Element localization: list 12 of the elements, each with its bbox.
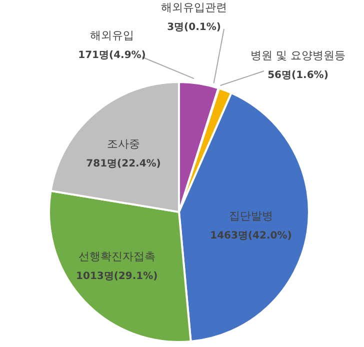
slice-label: 해외유입 bbox=[90, 29, 134, 42]
data-label: 171명(4.9%) bbox=[78, 50, 146, 61]
slice-label: 병원 및 요양병원등 bbox=[250, 49, 346, 62]
slice-label: 집단발병 bbox=[228, 210, 273, 223]
slice-label: 조사중 bbox=[107, 138, 140, 151]
data-label: 56명(1.6%) bbox=[268, 70, 328, 81]
data-label: 781명(22.4%) bbox=[86, 158, 161, 170]
data-label: 3명(0.1%) bbox=[167, 22, 221, 33]
data-label: 1013명(29.1%) bbox=[76, 271, 158, 282]
slice-label: 해외유입관련 bbox=[161, 1, 227, 14]
slice-label: 선행확진자접촉 bbox=[78, 250, 156, 264]
data-label: 1463명(42.0%) bbox=[210, 230, 292, 242]
